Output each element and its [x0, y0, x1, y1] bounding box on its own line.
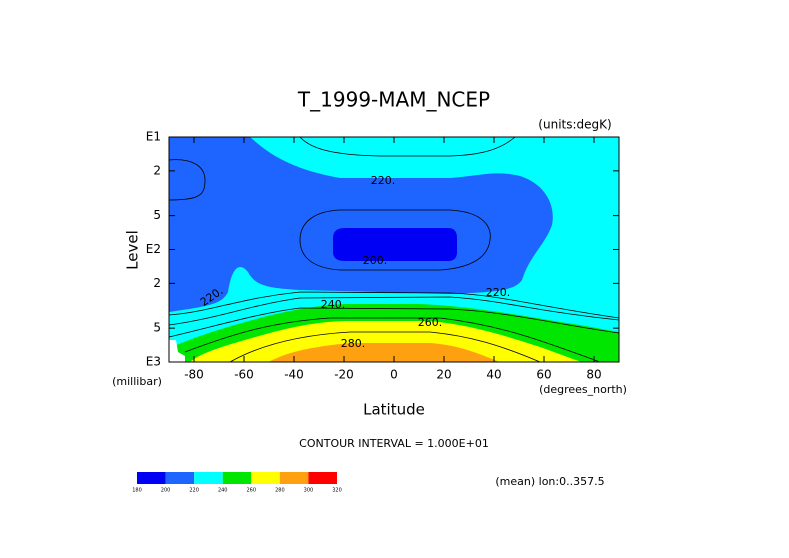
- colorbar-label: 320: [332, 488, 342, 494]
- contour-line: [168, 159, 206, 201]
- colorbar-label: 300: [304, 488, 314, 494]
- colorbar-swatch: [137, 472, 166, 484]
- note: (mean) lon:0..357.5: [495, 475, 604, 488]
- contour-line: [168, 291, 620, 319]
- contour-line: [168, 307, 620, 338]
- contour-line: [168, 296, 620, 326]
- x-tick-label: 20: [436, 368, 451, 382]
- contour-line: [229, 331, 541, 363]
- contour-line: [184, 317, 601, 363]
- region: [333, 228, 457, 261]
- colorbar-label: 260: [247, 488, 257, 494]
- y-tick-label: 2: [153, 276, 161, 290]
- units: (units:degK): [538, 118, 611, 132]
- contour-lines: [168, 136, 620, 363]
- colorbar-swatch: [165, 472, 195, 484]
- colorbar-label: 280: [275, 488, 285, 494]
- colorbar-swatch: [308, 472, 337, 484]
- contour-fill: [169, 137, 619, 362]
- contour-interval: CONTOUR INTERVAL = 1.000E+01: [299, 437, 489, 450]
- colorbar-swatch: [279, 472, 309, 484]
- y-tick-label: 5: [153, 208, 161, 222]
- region: [169, 137, 553, 312]
- x-tick-label: -20: [334, 368, 354, 382]
- x-tick-label: -60: [234, 368, 254, 382]
- y-tick-label: E1: [146, 130, 161, 144]
- region: [190, 321, 582, 362]
- colorbar-swatch: [222, 472, 252, 484]
- contour-label: 240.: [321, 298, 346, 311]
- x-axis-title: Latitude: [363, 401, 425, 419]
- x-unit: (degrees_north): [539, 383, 627, 396]
- colorbar-label: 200: [161, 488, 171, 494]
- y-tick-label: 2: [153, 163, 161, 177]
- missing-area: [169, 340, 185, 362]
- x-tick-label: 60: [536, 368, 551, 382]
- colorbar-label: 220: [189, 488, 199, 494]
- y-tick-label: E3: [146, 355, 161, 369]
- x-tick-label: 40: [486, 368, 501, 382]
- contour-line: [299, 209, 491, 271]
- contour-label: 200.: [363, 254, 388, 267]
- contour-line: [299, 136, 516, 157]
- contour-label: 220.: [371, 174, 396, 187]
- colorbar-label: 180: [132, 488, 142, 494]
- region: [268, 343, 500, 362]
- y-unit: (millibar): [112, 375, 162, 388]
- chart-title: T_1999-MAM_NCEP: [297, 88, 490, 112]
- x-tick-label: -80: [184, 368, 204, 382]
- contour-label: 260.: [418, 316, 443, 329]
- contour-label: 220.: [486, 286, 511, 299]
- colorbar-swatch: [194, 472, 223, 484]
- colorbar-label: 240: [218, 488, 228, 494]
- contour-label: 280.: [341, 337, 366, 350]
- colorbar-swatch: [251, 472, 280, 484]
- y-tick-label: E2: [146, 242, 161, 256]
- y-tick-label: 5: [153, 321, 161, 335]
- y-axis-title: Level: [124, 230, 142, 270]
- x-tick-label: 0: [390, 368, 398, 382]
- x-tick-label: -40: [284, 368, 304, 382]
- x-tick-label: 80: [586, 368, 601, 382]
